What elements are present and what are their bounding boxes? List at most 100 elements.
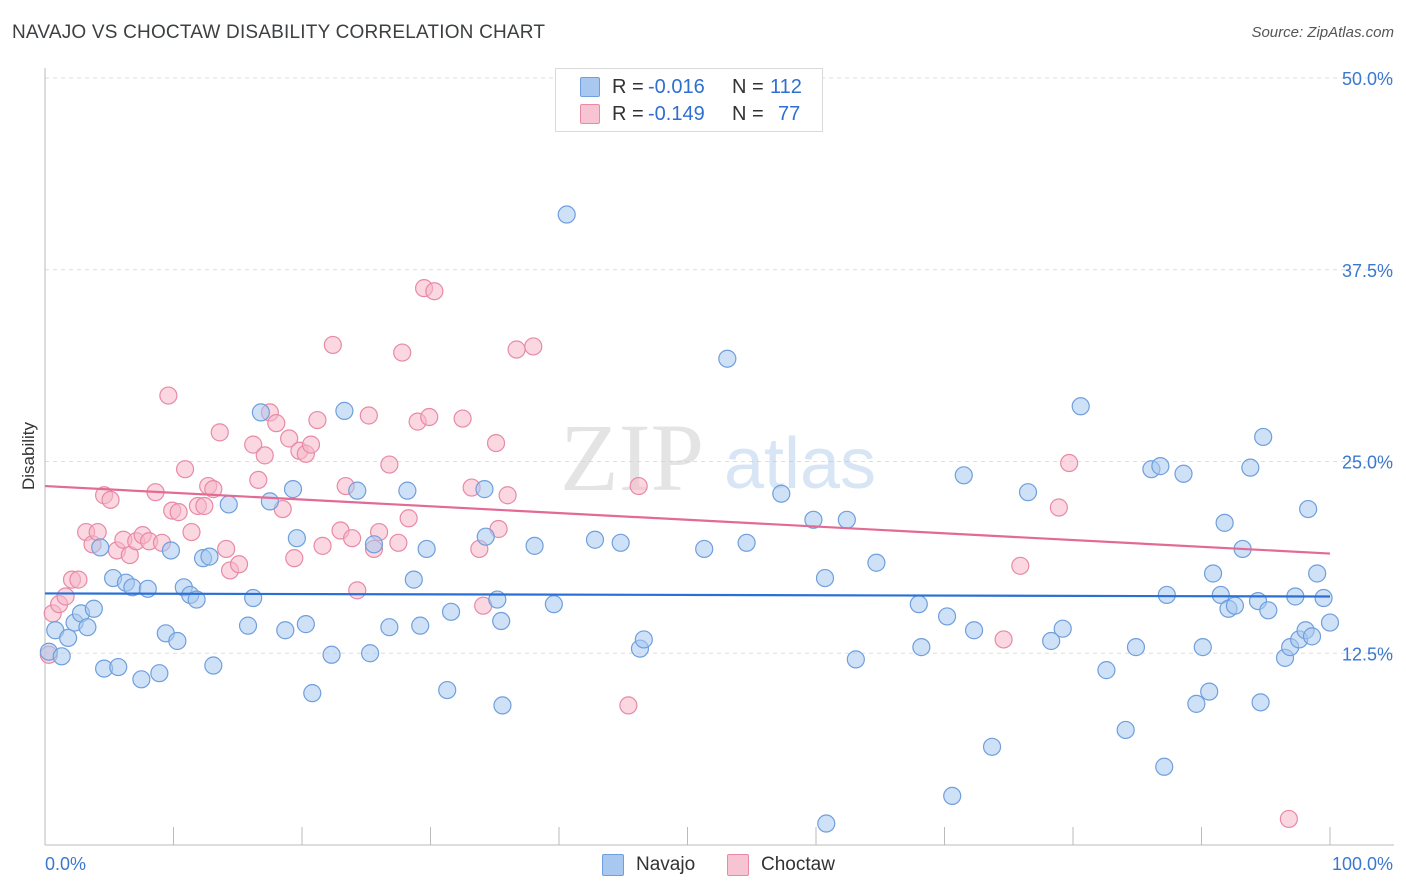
navajo-point	[846, 650, 865, 669]
navajo-point	[772, 484, 791, 503]
navajo-point	[1320, 613, 1340, 632]
navajo-point	[1259, 601, 1278, 620]
navajo-point	[276, 621, 295, 640]
navajo-point	[219, 495, 238, 514]
x-tick-label-max: 100.0%	[1332, 854, 1393, 874]
y-axis-label: Disability	[19, 421, 38, 490]
y-tick-label: 37.5%	[1342, 261, 1393, 281]
choctaw-point	[88, 522, 107, 542]
navajo-point	[964, 621, 984, 640]
navajo-point	[634, 630, 653, 649]
choctaw-point	[301, 435, 321, 454]
navajo-point	[804, 510, 823, 529]
navajo-point	[404, 570, 423, 589]
navajo-point	[238, 616, 258, 635]
navajo-point	[204, 656, 223, 675]
navajo-point	[438, 680, 457, 700]
navajo-point	[817, 814, 836, 833]
choctaw-point	[308, 410, 327, 430]
navajo-point	[937, 607, 957, 626]
navajo-point	[492, 611, 511, 631]
legend-item-choctaw[interactable]: Choctaw	[727, 852, 835, 878]
choctaw-point	[524, 337, 543, 356]
choctaw-point	[359, 406, 378, 425]
legend: Navajo Choctaw	[0, 852, 1406, 878]
navajo-point	[1151, 457, 1170, 476]
navajo-point	[348, 481, 367, 500]
choctaw-point	[498, 486, 517, 505]
choctaw-r-label: R =	[612, 102, 644, 125]
choctaw-point	[1279, 809, 1298, 829]
stats-box: R = -0.016 N = 112 R = -0.149 N = 77	[555, 68, 823, 132]
choctaw-point	[453, 409, 472, 428]
navajo-point	[493, 696, 512, 715]
navajo-point	[1174, 464, 1193, 483]
navajo-point	[364, 535, 384, 554]
navajo-point	[1042, 631, 1061, 651]
choctaw-point	[56, 587, 75, 606]
choctaw-point	[182, 522, 201, 542]
choctaw-point	[486, 433, 506, 453]
navajo-point	[244, 588, 263, 608]
choctaw-point	[244, 435, 263, 454]
navajo-point	[867, 553, 886, 572]
navajo-point	[303, 684, 322, 703]
navajo-series	[39, 205, 1340, 833]
navajo-point	[1241, 458, 1260, 477]
navajo-point	[1053, 619, 1072, 638]
navajo-point	[52, 647, 71, 666]
navajo-point	[585, 530, 605, 549]
navajo-point	[982, 737, 1002, 756]
tick-labels: 12.5% 25.0% 37.5% 50.0% 0.0% 100.0%	[45, 69, 1393, 874]
navajo-point	[525, 536, 544, 555]
navajo-point	[287, 529, 306, 548]
choctaw-point	[1011, 556, 1030, 575]
navajo-trend-line	[44, 592, 1331, 598]
x-tick-label-min: 0.0%	[45, 854, 86, 874]
choctaw-point	[169, 503, 188, 522]
navajo-swatch	[580, 77, 600, 97]
choctaw-point	[229, 555, 249, 574]
navajo-point	[398, 481, 417, 500]
navajo-point	[150, 664, 169, 683]
navajo-point	[1314, 588, 1333, 608]
navajo-point	[737, 533, 756, 552]
choctaw-point	[210, 423, 229, 442]
legend-navajo-swatch	[602, 854, 624, 876]
navajo-point	[380, 618, 399, 637]
choctaw-point	[348, 581, 367, 600]
y-tick-label: 25.0%	[1342, 453, 1393, 473]
choctaw-point	[619, 696, 638, 715]
choctaw-point	[204, 480, 223, 499]
navajo-point	[283, 480, 303, 499]
navajo-point	[1299, 499, 1318, 519]
choctaw-swatch	[580, 104, 600, 124]
choctaw-series	[39, 279, 1298, 829]
navajo-point	[611, 533, 630, 552]
choctaw-n-value: 77	[778, 102, 801, 125]
navajo-point	[954, 466, 973, 485]
watermark: ZIP atlas	[560, 404, 876, 511]
navajo-r-value: -0.016	[648, 75, 705, 98]
choctaw-point	[1049, 498, 1068, 517]
choctaw-point	[1060, 453, 1079, 473]
navajo-point	[322, 645, 341, 664]
navajo-point	[1308, 564, 1327, 583]
choctaw-point	[217, 539, 236, 559]
navajo-point	[417, 539, 436, 559]
navajo-point	[187, 590, 206, 609]
watermark-zip: ZIP	[560, 404, 704, 511]
navajo-point	[475, 480, 494, 499]
navajo-point	[718, 349, 737, 368]
legend-item-navajo[interactable]: Navajo	[602, 852, 695, 878]
navajo-point	[1254, 427, 1273, 447]
navajo-point	[91, 538, 110, 557]
source-credit: Source: ZipAtlas.com	[1251, 24, 1394, 41]
navajo-point	[1225, 596, 1245, 615]
choctaw-point	[159, 386, 178, 405]
navajo-point	[695, 539, 714, 559]
navajo-point	[557, 205, 576, 224]
navajo-point	[912, 638, 931, 657]
legend-choctaw-swatch	[727, 854, 749, 876]
